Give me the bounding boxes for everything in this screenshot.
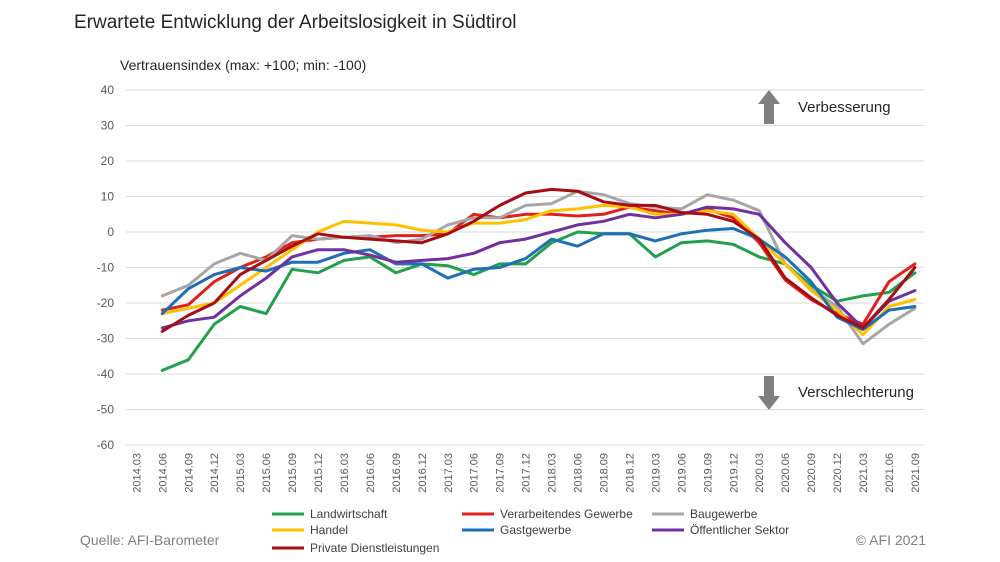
x-tick-label: 2016.06: [365, 453, 377, 493]
legend-label: Baugewerbe: [690, 507, 758, 521]
y-tick-label: 30: [101, 119, 115, 133]
legend-label: Handel: [310, 523, 348, 537]
legend-label: Gastgewerbe: [500, 523, 572, 537]
x-tick-label: 2016.03: [339, 453, 351, 493]
y-tick-label: -50: [97, 403, 115, 417]
x-tick-label: 2015.03: [235, 453, 247, 493]
improvement-label: Verbesserung: [798, 99, 891, 116]
legend-label: Landwirtschaft: [310, 507, 388, 521]
x-tick-label: 2020.09: [806, 453, 818, 493]
x-tick-label: 2019.12: [728, 453, 740, 493]
x-tick-label: 2016.12: [417, 453, 429, 493]
x-tick-label: 2014.12: [209, 453, 221, 493]
y-tick-label: -10: [97, 261, 115, 275]
series-line: [160, 187, 917, 333]
y-tick-label: -30: [97, 332, 115, 346]
x-tick-label: 2020.03: [754, 453, 766, 493]
down-arrow-icon: [758, 376, 780, 410]
series-line: [160, 205, 917, 326]
x-tick-label: 2018.06: [573, 453, 585, 493]
y-axis-label: Vertrauensindex (max: +100; min: -100): [120, 57, 367, 73]
series-line: [160, 203, 917, 337]
y-tick-label: 10: [101, 190, 115, 204]
x-tick-label: 2019.06: [676, 453, 688, 493]
x-tick-label: 2020.06: [780, 453, 792, 493]
x-tick-label: 2015.12: [313, 453, 325, 493]
x-tick-label: 2017.06: [469, 453, 481, 493]
legend-label: Öffentlicher Sektor: [690, 523, 789, 537]
x-tick-label: 2017.03: [443, 453, 455, 493]
copyright-note: © AFI 2021: [855, 532, 926, 548]
x-tick-label: 2019.09: [702, 453, 714, 493]
y-tick-label: -60: [97, 438, 115, 452]
x-tick-label: 2019.03: [650, 453, 662, 493]
x-tick-label: 2018.03: [547, 453, 559, 493]
chart-title: Erwartete Entwicklung der Arbeitslosigke…: [74, 12, 517, 33]
legend-label: Verarbeitendes Gewerbe: [500, 507, 633, 521]
x-tick-label: 2017.09: [495, 453, 507, 493]
y-tick-label: -40: [97, 367, 115, 381]
x-tick-label: 2014.03: [131, 453, 143, 493]
series-line: [160, 227, 917, 332]
up-arrow-icon: [758, 90, 780, 124]
x-tick-label: 2021.09: [910, 453, 922, 493]
arrows: [758, 90, 780, 410]
x-tick-label: 2015.06: [261, 453, 273, 493]
series-lines: [160, 187, 917, 372]
x-tick-label: 2015.09: [287, 453, 299, 493]
x-tick-label: 2014.06: [157, 453, 169, 493]
legend-label: Private Dienstleistungen: [310, 541, 439, 555]
grid: [126, 89, 924, 446]
y-tick-label: 20: [101, 154, 115, 168]
source-note: Quelle: AFI-Barometer: [80, 532, 220, 548]
x-tick-label: 2018.09: [599, 453, 611, 493]
x-tick-label: 2016.09: [391, 453, 403, 493]
x-tick-label: 2014.09: [183, 453, 195, 493]
x-tick-label: 2020.12: [832, 453, 844, 493]
deterioration-label: Verschlechterung: [798, 384, 914, 401]
y-tick-label: 40: [101, 83, 115, 97]
series-line: [160, 205, 917, 330]
y-tick-label: 0: [107, 225, 114, 239]
x-tick-label: 2017.12: [521, 453, 533, 493]
axes: -60 -50 -40 -30 -20 -10 0 10 20 30 40 2014.03 2014.0…: [97, 83, 922, 493]
legend: Landwirtschaft Verarbeitendes Gewerbe Baug…: [272, 507, 789, 555]
y-tick-label: -20: [97, 296, 115, 310]
x-tick-label: 2018.12: [624, 453, 636, 493]
x-tick-label: 2021.06: [884, 453, 896, 493]
x-tick-label: 2021.03: [858, 453, 870, 493]
